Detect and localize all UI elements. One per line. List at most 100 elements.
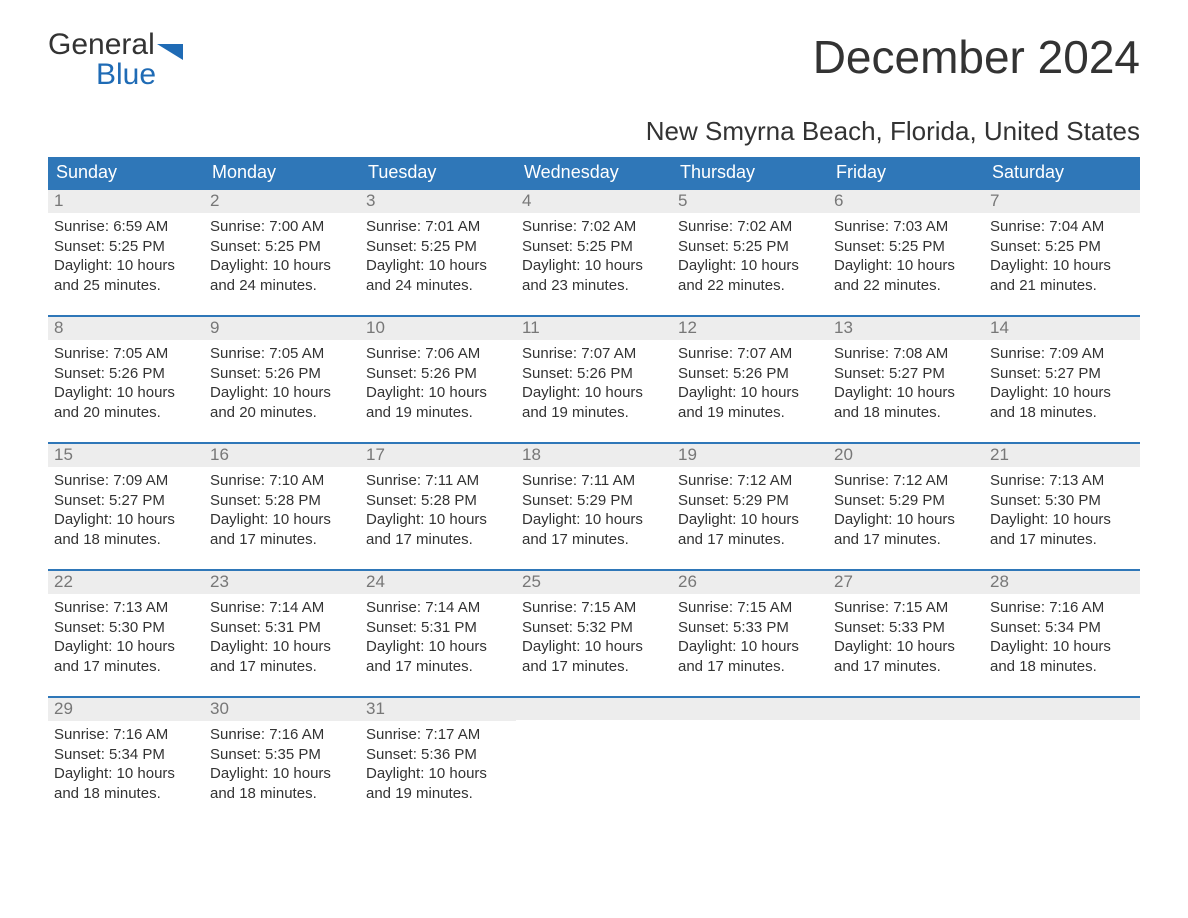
day-number: 19: [672, 444, 828, 467]
daylight-line: Daylight: 10 hours and 19 minutes.: [678, 383, 822, 422]
day-body: Sunrise: 7:15 AMSunset: 5:33 PMDaylight:…: [672, 594, 828, 678]
daylight-line: Daylight: 10 hours and 19 minutes.: [366, 764, 510, 803]
daylight-line: Daylight: 10 hours and 19 minutes.: [522, 383, 666, 422]
sunrise-line: Sunrise: 7:17 AM: [366, 725, 510, 745]
day-cell: 6Sunrise: 7:03 AMSunset: 5:25 PMDaylight…: [828, 190, 984, 297]
day-body: Sunrise: 7:05 AMSunset: 5:26 PMDaylight:…: [204, 340, 360, 424]
sunrise-line: Sunrise: 7:09 AM: [990, 344, 1134, 364]
logo: General Blue: [48, 30, 183, 90]
day-number: 28: [984, 571, 1140, 594]
daylight-line: Daylight: 10 hours and 17 minutes.: [678, 510, 822, 549]
day-body: Sunrise: 7:16 AMSunset: 5:34 PMDaylight:…: [984, 594, 1140, 678]
empty-day: [516, 698, 672, 805]
day-body: Sunrise: 7:04 AMSunset: 5:25 PMDaylight:…: [984, 213, 1140, 297]
day-cell: 26Sunrise: 7:15 AMSunset: 5:33 PMDayligh…: [672, 571, 828, 678]
day-body: Sunrise: 7:00 AMSunset: 5:25 PMDaylight:…: [204, 213, 360, 297]
day-cell: 23Sunrise: 7:14 AMSunset: 5:31 PMDayligh…: [204, 571, 360, 678]
sunrise-line: Sunrise: 7:02 AM: [522, 217, 666, 237]
day-cell: 17Sunrise: 7:11 AMSunset: 5:28 PMDayligh…: [360, 444, 516, 551]
daylight-line: Daylight: 10 hours and 17 minutes.: [834, 510, 978, 549]
sunset-line: Sunset: 5:34 PM: [990, 618, 1134, 638]
day-cell: 8Sunrise: 7:05 AMSunset: 5:26 PMDaylight…: [48, 317, 204, 424]
day-number: 20: [828, 444, 984, 467]
sunset-line: Sunset: 5:35 PM: [210, 745, 354, 765]
day-body: Sunrise: 7:17 AMSunset: 5:36 PMDaylight:…: [360, 721, 516, 805]
day-number: 13: [828, 317, 984, 340]
logo-word2: Blue: [48, 60, 183, 90]
daylight-line: Daylight: 10 hours and 24 minutes.: [366, 256, 510, 295]
day-number: 5: [672, 190, 828, 213]
day-number: 6: [828, 190, 984, 213]
sunrise-line: Sunrise: 7:03 AM: [834, 217, 978, 237]
day-number: 2: [204, 190, 360, 213]
sunset-line: Sunset: 5:26 PM: [54, 364, 198, 384]
sunrise-line: Sunrise: 7:06 AM: [366, 344, 510, 364]
sunset-line: Sunset: 5:26 PM: [210, 364, 354, 384]
sunset-line: Sunset: 5:25 PM: [522, 237, 666, 257]
day-number: 23: [204, 571, 360, 594]
logo-word1: General: [48, 30, 155, 60]
daylight-line: Daylight: 10 hours and 17 minutes.: [522, 637, 666, 676]
week-row: 22Sunrise: 7:13 AMSunset: 5:30 PMDayligh…: [48, 569, 1140, 678]
sunrise-line: Sunrise: 7:01 AM: [366, 217, 510, 237]
day-body: Sunrise: 6:59 AMSunset: 5:25 PMDaylight:…: [48, 213, 204, 297]
day-cell: 19Sunrise: 7:12 AMSunset: 5:29 PMDayligh…: [672, 444, 828, 551]
day-cell: 2Sunrise: 7:00 AMSunset: 5:25 PMDaylight…: [204, 190, 360, 297]
day-body: Sunrise: 7:05 AMSunset: 5:26 PMDaylight:…: [48, 340, 204, 424]
day-body: Sunrise: 7:12 AMSunset: 5:29 PMDaylight:…: [828, 467, 984, 551]
sunrise-line: Sunrise: 7:07 AM: [678, 344, 822, 364]
weeks-container: 1Sunrise: 6:59 AMSunset: 5:25 PMDaylight…: [48, 188, 1140, 805]
sunset-line: Sunset: 5:33 PM: [678, 618, 822, 638]
day-cell: 30Sunrise: 7:16 AMSunset: 5:35 PMDayligh…: [204, 698, 360, 805]
day-body: Sunrise: 7:11 AMSunset: 5:28 PMDaylight:…: [360, 467, 516, 551]
sunset-line: Sunset: 5:25 PM: [54, 237, 198, 257]
sunrise-line: Sunrise: 7:07 AM: [522, 344, 666, 364]
day-body: Sunrise: 7:15 AMSunset: 5:32 PMDaylight:…: [516, 594, 672, 678]
day-number: 25: [516, 571, 672, 594]
day-number: 30: [204, 698, 360, 721]
day-body: Sunrise: 7:07 AMSunset: 5:26 PMDaylight:…: [516, 340, 672, 424]
day-cell: 15Sunrise: 7:09 AMSunset: 5:27 PMDayligh…: [48, 444, 204, 551]
day-body: Sunrise: 7:09 AMSunset: 5:27 PMDaylight:…: [48, 467, 204, 551]
day-body: Sunrise: 7:01 AMSunset: 5:25 PMDaylight:…: [360, 213, 516, 297]
daylight-line: Daylight: 10 hours and 17 minutes.: [990, 510, 1134, 549]
sunset-line: Sunset: 5:31 PM: [210, 618, 354, 638]
weekday-header: Thursday: [672, 157, 828, 188]
week-row: 29Sunrise: 7:16 AMSunset: 5:34 PMDayligh…: [48, 696, 1140, 805]
day-number: 21: [984, 444, 1140, 467]
daylight-line: Daylight: 10 hours and 18 minutes.: [990, 383, 1134, 422]
daylight-line: Daylight: 10 hours and 18 minutes.: [54, 764, 198, 803]
day-body: Sunrise: 7:14 AMSunset: 5:31 PMDaylight:…: [204, 594, 360, 678]
daylight-line: Daylight: 10 hours and 19 minutes.: [366, 383, 510, 422]
sunrise-line: Sunrise: 7:14 AM: [210, 598, 354, 618]
sunrise-line: Sunrise: 7:12 AM: [678, 471, 822, 491]
day-cell: 7Sunrise: 7:04 AMSunset: 5:25 PMDaylight…: [984, 190, 1140, 297]
day-number: 18: [516, 444, 672, 467]
sunrise-line: Sunrise: 7:14 AM: [366, 598, 510, 618]
day-cell: 4Sunrise: 7:02 AMSunset: 5:25 PMDaylight…: [516, 190, 672, 297]
day-cell: 25Sunrise: 7:15 AMSunset: 5:32 PMDayligh…: [516, 571, 672, 678]
week-row: 1Sunrise: 6:59 AMSunset: 5:25 PMDaylight…: [48, 188, 1140, 297]
day-number: 26: [672, 571, 828, 594]
sunset-line: Sunset: 5:27 PM: [54, 491, 198, 511]
day-cell: 5Sunrise: 7:02 AMSunset: 5:25 PMDaylight…: [672, 190, 828, 297]
day-cell: 11Sunrise: 7:07 AMSunset: 5:26 PMDayligh…: [516, 317, 672, 424]
day-number: 15: [48, 444, 204, 467]
daylight-line: Daylight: 10 hours and 17 minutes.: [210, 510, 354, 549]
day-number: 24: [360, 571, 516, 594]
day-number: 17: [360, 444, 516, 467]
flag-icon: [157, 44, 183, 60]
sunset-line: Sunset: 5:25 PM: [210, 237, 354, 257]
sunrise-line: Sunrise: 7:10 AM: [210, 471, 354, 491]
sunrise-line: Sunrise: 7:16 AM: [210, 725, 354, 745]
sunset-line: Sunset: 5:27 PM: [990, 364, 1134, 384]
sunrise-line: Sunrise: 7:11 AM: [366, 471, 510, 491]
sunset-line: Sunset: 5:34 PM: [54, 745, 198, 765]
day-body: Sunrise: 7:16 AMSunset: 5:35 PMDaylight:…: [204, 721, 360, 805]
daylight-line: Daylight: 10 hours and 22 minutes.: [834, 256, 978, 295]
sunset-line: Sunset: 5:26 PM: [678, 364, 822, 384]
weekday-header: Monday: [204, 157, 360, 188]
sunset-line: Sunset: 5:30 PM: [54, 618, 198, 638]
sunrise-line: Sunrise: 7:05 AM: [54, 344, 198, 364]
day-body: Sunrise: 7:13 AMSunset: 5:30 PMDaylight:…: [984, 467, 1140, 551]
